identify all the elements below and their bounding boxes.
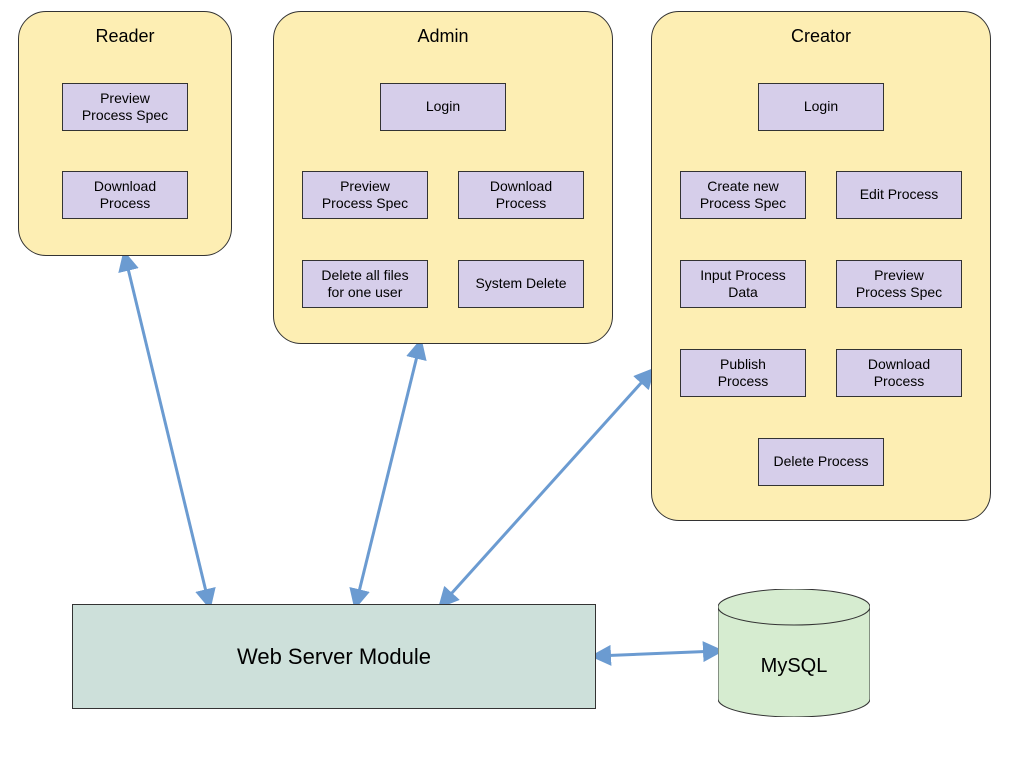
creator-publish-action: PublishProcess	[680, 349, 806, 397]
reader-panel: Reader	[18, 11, 232, 256]
reader-preview-action: PreviewProcess Spec	[62, 83, 188, 131]
creator-edit-action: Edit Process	[836, 171, 962, 219]
reader-title: Reader	[19, 12, 231, 47]
admin-delete-user-action: Delete all filesfor one user	[302, 260, 428, 308]
creator-download-action: DownloadProcess	[836, 349, 962, 397]
web-server-module: Web Server Module	[72, 604, 596, 709]
mysql-database: MySQL	[718, 589, 870, 717]
creator-input-action: Input ProcessData	[680, 260, 806, 308]
database-cylinder-icon	[718, 589, 870, 717]
reader-download-action: DownloadProcess	[62, 171, 188, 219]
creator-title: Creator	[652, 12, 990, 47]
diagram-canvas: Reader PreviewProcess Spec DownloadProce…	[0, 0, 1009, 757]
admin-title: Admin	[274, 12, 612, 47]
mysql-label: MySQL	[718, 655, 870, 678]
admin-login-action: Login	[380, 83, 506, 131]
admin-preview-action: PreviewProcess Spec	[302, 171, 428, 219]
admin-system-delete-action: System Delete	[458, 260, 584, 308]
web-server-label: Web Server Module	[237, 644, 431, 670]
creator-delete-action: Delete Process	[758, 438, 884, 486]
admin-download-action: DownloadProcess	[458, 171, 584, 219]
creator-login-action: Login	[758, 83, 884, 131]
creator-preview-action: PreviewProcess Spec	[836, 260, 962, 308]
creator-create-action: Create newProcess Spec	[680, 171, 806, 219]
